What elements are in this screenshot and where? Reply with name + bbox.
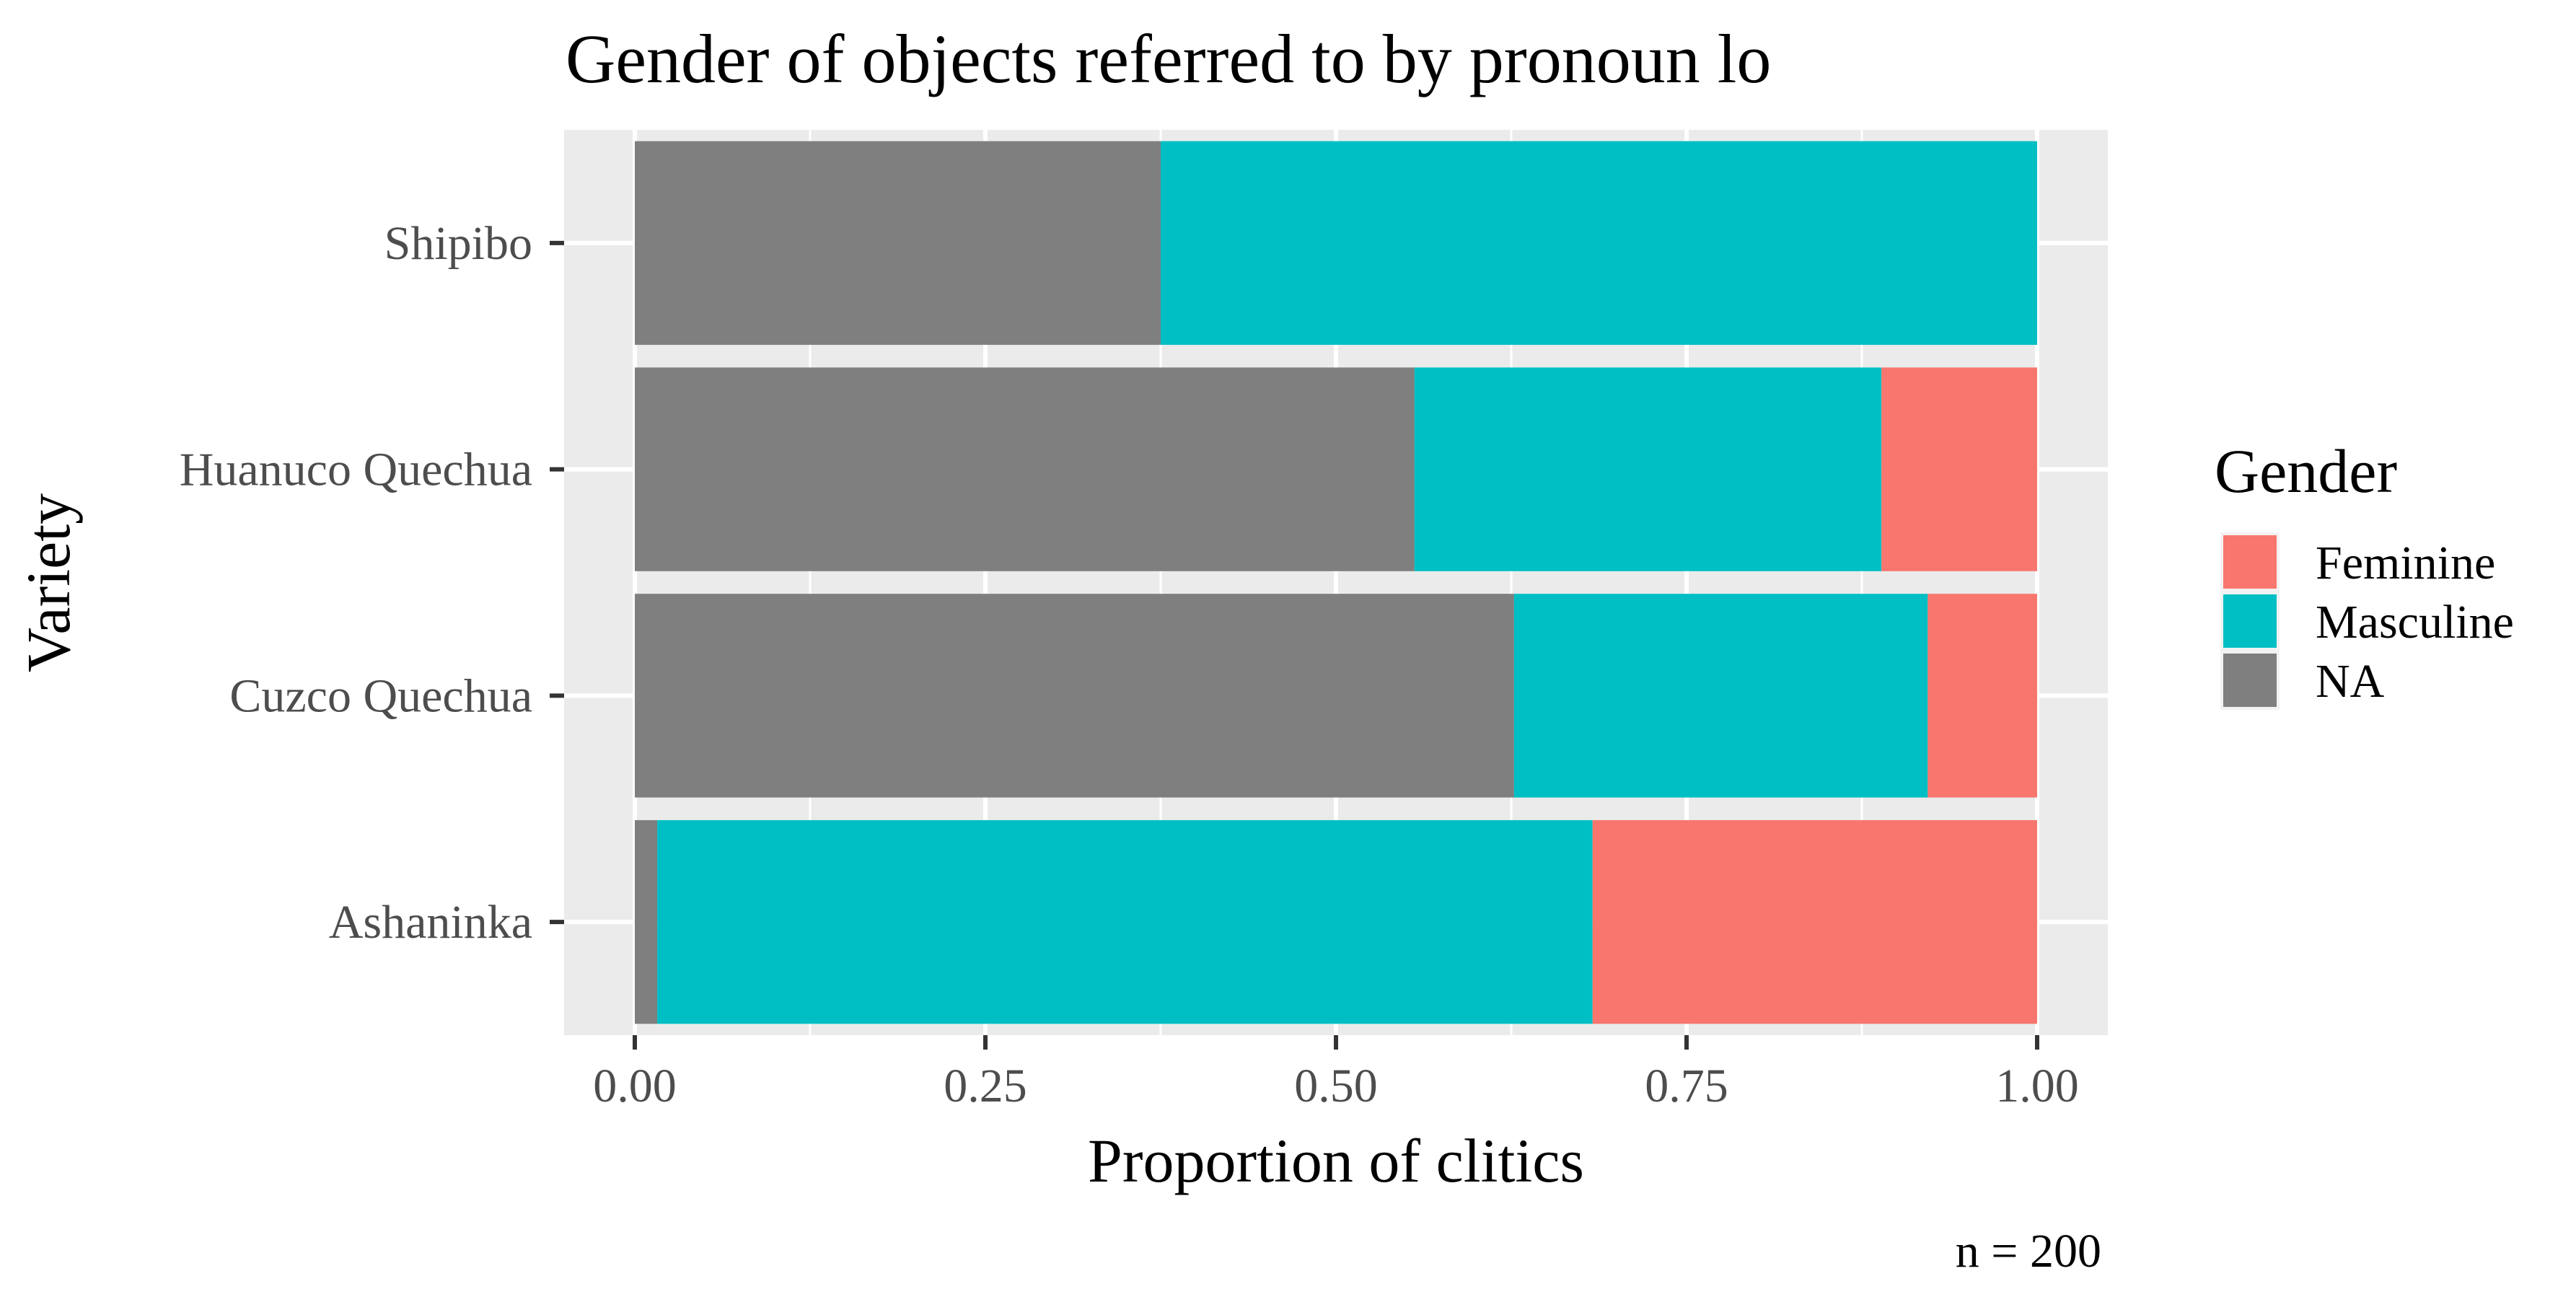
legend-label-na: NA bbox=[2316, 655, 2385, 708]
y-axis: Shipibo Huanuco Quechua Cuzco Quechua Ashan… bbox=[180, 217, 564, 949]
bar-segment-na bbox=[635, 367, 1415, 571]
bar-segment-masculine bbox=[1414, 367, 1882, 571]
bar-segment-feminine bbox=[1927, 594, 2037, 798]
bars bbox=[635, 141, 2037, 1024]
y-tick-label: Huanuco Quechua bbox=[180, 444, 532, 496]
x-axis: 0.00 0.25 0.50 0.75 1.00 bbox=[593, 1035, 2079, 1112]
bar-segment-na bbox=[635, 819, 658, 1024]
x-tick-label: 0.00 bbox=[593, 1060, 677, 1112]
legend-title: Gender bbox=[2215, 436, 2397, 506]
bar-segment-masculine bbox=[1161, 141, 2037, 346]
chart-title: Gender of objects referred to by pronoun… bbox=[566, 20, 1771, 97]
x-tick-label: 0.50 bbox=[1294, 1060, 1378, 1112]
bar-segment-na bbox=[635, 594, 1514, 798]
x-tick-label: 1.00 bbox=[1995, 1060, 2079, 1112]
legend-swatch-na bbox=[2223, 654, 2277, 707]
x-tick-label: 0.75 bbox=[1645, 1060, 1728, 1112]
legend: Gender Feminine Masculine NA bbox=[2215, 436, 2514, 710]
bar-segment-masculine bbox=[657, 819, 1593, 1024]
caption: n = 200 bbox=[1956, 1225, 2101, 1278]
legend-swatch-masculine bbox=[2223, 594, 2277, 648]
bar-segment-feminine bbox=[1881, 367, 2037, 571]
y-axis-title: Variety bbox=[14, 493, 83, 672]
legend-label-feminine: Feminine bbox=[2316, 537, 2495, 589]
y-tick-label: Shipibo bbox=[384, 217, 532, 270]
bar-segment-na bbox=[635, 141, 1161, 346]
y-tick-label: Ashaninka bbox=[329, 896, 532, 949]
x-axis-title: Proportion of clitics bbox=[1088, 1126, 1584, 1195]
bar-segment-masculine bbox=[1513, 594, 1928, 798]
legend-swatch-feminine bbox=[2223, 535, 2277, 589]
bar-segment-feminine bbox=[1592, 819, 2037, 1024]
y-tick-label: Cuzco Quechua bbox=[229, 669, 532, 722]
legend-label-masculine: Masculine bbox=[2316, 596, 2514, 648]
x-tick-label: 0.25 bbox=[944, 1060, 1027, 1112]
